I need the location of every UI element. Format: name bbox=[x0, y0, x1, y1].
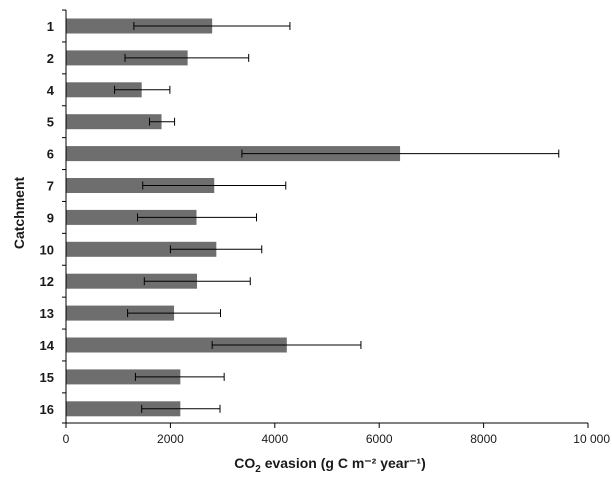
error-bar-catchment-13 bbox=[127, 309, 222, 318]
bar-catchment-10 bbox=[66, 241, 217, 257]
bar-catchment-16 bbox=[66, 401, 181, 417]
bars-group bbox=[66, 18, 401, 417]
y-tick-label-16: 16 bbox=[40, 402, 54, 417]
y-tick-label-1: 1 bbox=[47, 19, 54, 34]
y-tick-label-10: 10 bbox=[40, 242, 54, 257]
bar-catchment-5 bbox=[66, 114, 162, 130]
x-tick-label-6000: 6000 bbox=[366, 432, 393, 446]
error-bar-catchment-2 bbox=[124, 53, 250, 62]
x-tick-label-2000: 2000 bbox=[157, 432, 184, 446]
error-bar-catchment-7 bbox=[142, 181, 287, 190]
x-tick-label-8000: 8000 bbox=[470, 432, 497, 446]
x-axis-title-suffix: evasion (g C m⁻² year⁻¹) bbox=[261, 455, 426, 471]
bar-catchment-6 bbox=[66, 146, 401, 162]
x-tick-label-10000: 10 000 bbox=[573, 432, 610, 446]
error-bar-catchment-14 bbox=[211, 341, 362, 349]
y-tick-label-2: 2 bbox=[47, 51, 54, 66]
bar-catchment-9 bbox=[66, 209, 197, 225]
x-tick-label-4000: 4000 bbox=[261, 432, 288, 446]
bar-catchment-13 bbox=[66, 305, 175, 321]
x-tick-label-0: 0 bbox=[63, 432, 70, 446]
bar-catchment-4 bbox=[66, 82, 142, 98]
error-bar-catchment-16 bbox=[141, 404, 221, 413]
x-axis-title-subscript: 2 bbox=[255, 464, 261, 475]
x-axis-title-prefix: CO bbox=[234, 455, 255, 471]
bar-catchment-7 bbox=[66, 178, 215, 193]
y-tick-label-6: 6 bbox=[47, 147, 54, 162]
error-bar-catchment-1 bbox=[133, 22, 291, 30]
bar-catchment-15 bbox=[66, 369, 181, 385]
error-bar-catchment-4 bbox=[114, 85, 171, 94]
y-tick-label-12: 12 bbox=[40, 274, 54, 289]
y-tick-label-15: 15 bbox=[40, 370, 54, 385]
error-bar-catchment-15 bbox=[134, 372, 225, 381]
x-axis-title: CO2 evasion (g C m⁻² year⁻¹) bbox=[234, 455, 426, 475]
error-bars-group bbox=[114, 22, 560, 413]
bar-catchment-14 bbox=[66, 337, 287, 353]
y-tick-label-14: 14 bbox=[40, 338, 55, 353]
error-bar-catchment-6 bbox=[241, 149, 560, 158]
error-bar-catchment-12 bbox=[143, 277, 251, 286]
y-tick-label-7: 7 bbox=[47, 179, 54, 194]
y-tick-label-5: 5 bbox=[47, 115, 54, 130]
error-bar-catchment-10 bbox=[169, 245, 263, 254]
error-bar-catchment-9 bbox=[137, 213, 258, 222]
y-tick-label-13: 13 bbox=[40, 306, 54, 321]
y-axis-title: Catchment bbox=[11, 176, 27, 249]
y-tick-label-4: 4 bbox=[47, 83, 55, 98]
bar-catchment-12 bbox=[66, 273, 198, 289]
error-bar-catchment-5 bbox=[149, 117, 176, 126]
y-tick-label-9: 9 bbox=[47, 210, 54, 225]
x-ticks-group: 0 2000 4000 6000 8000 10 000 bbox=[63, 423, 610, 446]
